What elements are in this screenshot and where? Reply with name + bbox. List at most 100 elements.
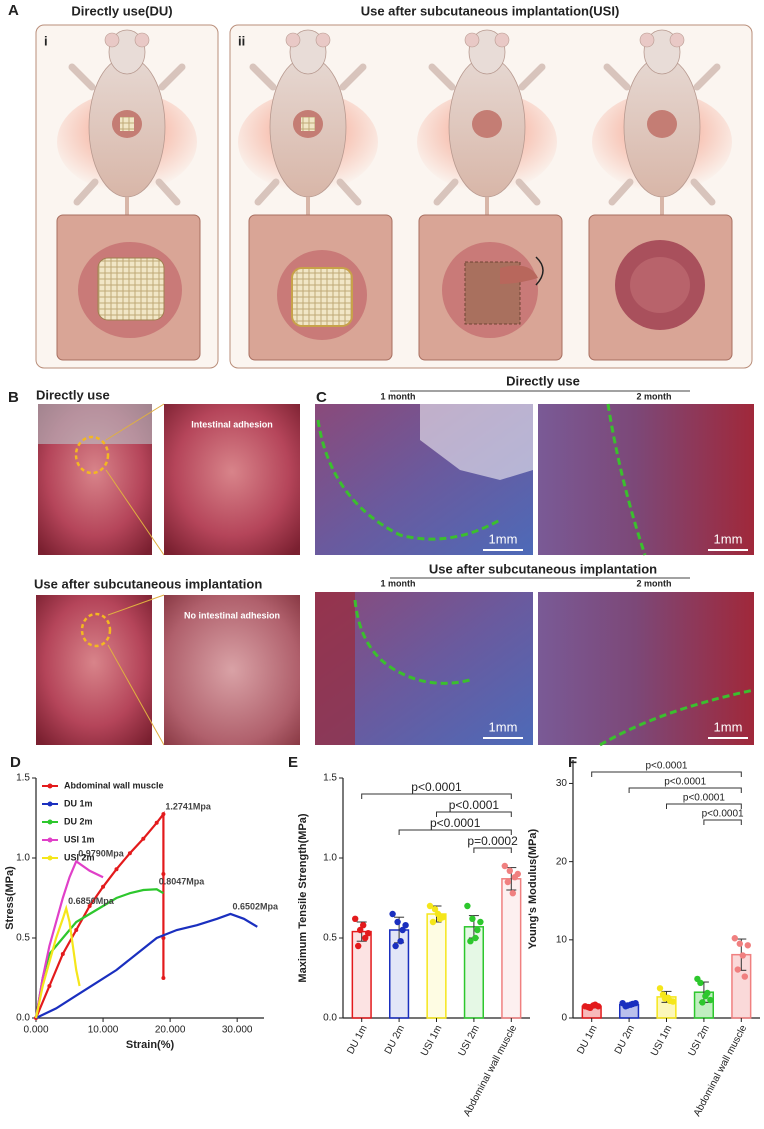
photo [38,404,152,444]
y-tick-label: 1.5 [323,773,337,784]
panel-title: Directly use(DU) [71,3,172,18]
legend-swatch [47,837,53,843]
significance-bracket [703,819,742,825]
y-tick-label: 0.0 [16,1013,30,1024]
panel-title: Use after subcutaneous implantation(USI) [361,3,620,18]
x-tick-label: DU 1m [345,1023,369,1056]
data-point [352,915,359,922]
data-point [357,926,364,934]
series-line [35,912,258,1019]
data-point [467,938,474,945]
x-tick-label: USI 2m [457,1023,482,1058]
legend-label: DU 2m [64,816,93,826]
data-point [509,890,516,897]
p-value: p<0.0001 [411,780,462,794]
p-value: p<0.0001 [449,798,500,812]
data-point [702,992,709,1000]
point [161,936,166,940]
x-tick-label: 20.000 [155,1025,186,1036]
y-tick-label: 0.5 [16,933,30,944]
y-tick-label: 10 [556,934,568,945]
highlight [80,612,112,648]
data-point [741,973,748,980]
data-point [699,999,706,1006]
value-label: 0.9790Mpa [78,849,125,859]
data-point [464,902,471,910]
histology-image [538,404,754,555]
x-tick-label: USI 1m [419,1023,444,1058]
x-tick-label: 0.000 [23,1025,48,1036]
data-point [472,934,479,942]
data-point [429,918,437,926]
x-tick-label: USI 1m [649,1023,674,1058]
panel-title: Use after subcutaneous implantation [34,576,262,591]
mesh-icon [301,117,315,131]
data-point [736,940,743,947]
point [87,904,92,908]
significance-bracket [591,771,742,777]
boundary [316,419,501,541]
y-tick-label: 0 [561,1013,567,1024]
data-point [474,926,481,934]
panel-title: Directly use [506,373,580,388]
data-point [632,999,639,1007]
photo [36,595,152,745]
column-label: 1 month [381,391,416,401]
panel-title: Directly use [36,387,110,402]
data-point [389,910,396,918]
y-axis-title: Young's Modulus(MPa) [527,828,539,949]
data-point [394,918,401,926]
bar [351,930,372,1019]
data-point [664,994,672,1001]
panel-label: A [8,2,19,19]
point [141,836,146,841]
legend-swatch [47,855,53,861]
data-point [434,910,442,918]
x-tick-label: 10.000 [88,1025,119,1036]
data-point [595,1003,602,1010]
y-axis-title: Stress(MPa) [4,866,16,930]
scale-bars: 1mm 1mm 1mm 1mm [483,531,748,739]
series-line [34,859,104,1019]
p-value: p=0.0002 [467,834,518,848]
data-point [355,942,362,950]
sub-index: ii [238,33,245,48]
data-point [659,991,667,998]
data-point [707,996,714,1004]
bar [426,913,447,1019]
point [161,976,166,980]
x-tick-label: 30.000 [222,1025,253,1036]
data-point [504,878,511,886]
legend-label: USI 2m [64,852,95,862]
data-point [402,922,409,929]
tissue-box [588,214,733,361]
significance-bracket [628,787,742,793]
photo-note: No intestinal adhesion [184,610,280,620]
scale-label: 1mm [489,719,518,734]
y-tick-label: 1.0 [323,853,337,864]
x-tick-label: DU 1m [575,1023,599,1056]
legend-swatch [47,783,53,789]
data-point [731,935,738,942]
tissue-box [248,214,393,361]
p-value: p<0.0001 [664,777,706,788]
p-value: p<0.0001 [430,816,481,830]
data-point [744,942,751,949]
zoom-line [105,403,165,556]
photo [164,595,300,745]
data-point [506,867,513,874]
p-value: p<0.0001 [683,793,725,804]
scale-label: 1mm [489,531,518,546]
data-point [697,979,704,987]
value-label: 0.8047Mpa [159,877,206,887]
histology-image [315,592,355,745]
column-label: 2 month [637,391,672,401]
y-tick-label: 30 [556,778,568,789]
value-label: 0.6850Mpa [68,896,115,906]
value-label: 1.2741Mpa [165,802,212,812]
data-point [360,922,367,929]
legend-swatch [47,819,53,825]
boundary [353,599,471,685]
point [127,851,132,856]
data-point [477,918,484,926]
